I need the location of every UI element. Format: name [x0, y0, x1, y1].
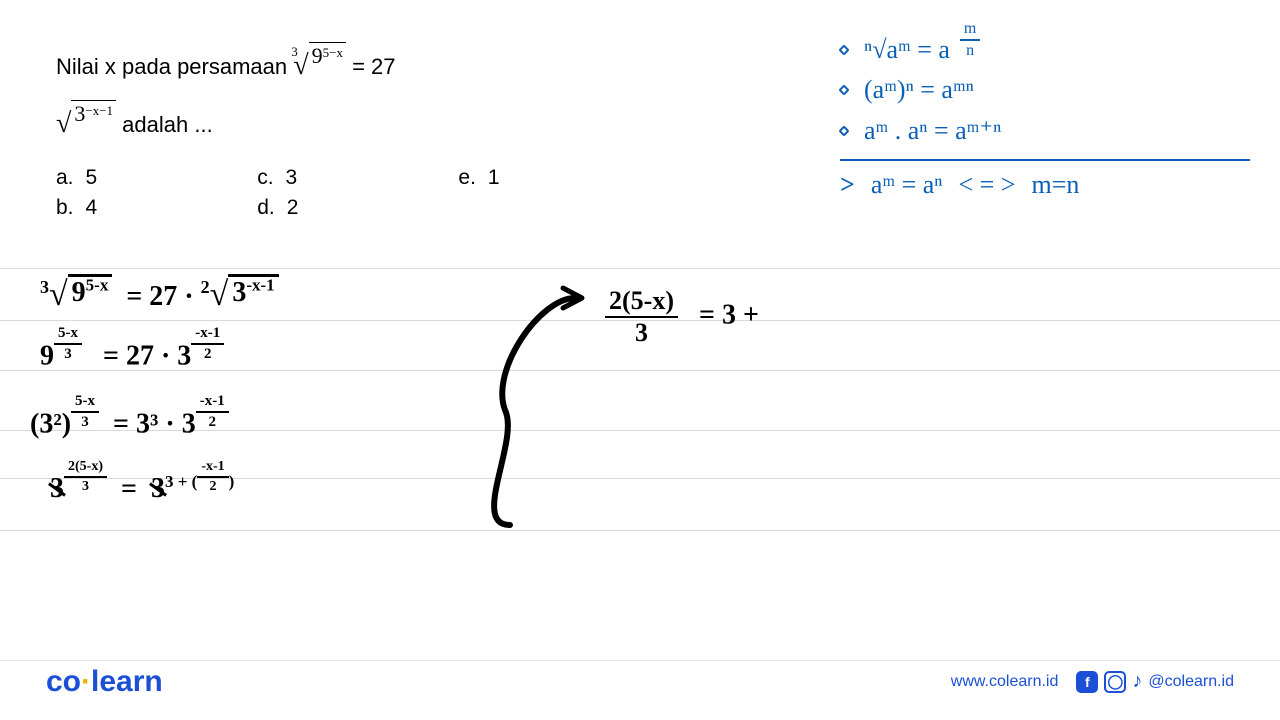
rule-1: ⁿ√aᵐ = a m n [840, 30, 1250, 70]
problem-line-2: √3−x−1 adalah ... [56, 108, 816, 140]
bullet-icon [838, 44, 849, 55]
problem-eq-rhs: = 27 [352, 54, 395, 79]
work-line-1: 3√95-x = 27 · 2√3-x-1 [40, 276, 279, 314]
exponent-rules: ⁿ√aᵐ = a m n (aᵐ)ⁿ = aᵐⁿ aᵐ . aⁿ = aᵐ⁺ⁿ … [840, 30, 1250, 205]
social-block: f ◯ ♪ @colearn.id [1076, 670, 1234, 693]
option-d: d.2 [257, 196, 298, 220]
curly-arrow [460, 280, 600, 540]
instagram-icon: ◯ [1104, 671, 1126, 693]
work-line-3: (3²)5-x3 = 3³ · 3-x-12 [30, 408, 229, 444]
option-c: c.3 [257, 166, 298, 190]
work-line-2: 95-x3 = 27 · 3-x-12 [40, 340, 224, 376]
brand-logo: co·learn [46, 665, 163, 699]
option-b: b.4 [56, 196, 97, 220]
bullet-icon [838, 85, 849, 96]
derived-equation: 2(5-x) 3 = 3 + [605, 288, 759, 346]
rule-2: (aᵐ)ⁿ = aᵐⁿ [840, 70, 1250, 110]
option-a: a.5 [56, 166, 97, 190]
work-line-4: 32(5-x)3 = 33 + (-x-12) [50, 472, 234, 508]
problem-block: Nilai x pada persamaan 3 √95−x = 27 √3−x… [56, 50, 816, 220]
options: a.5 b.4 c.3 d.2 e.1 [56, 166, 816, 220]
footer-right: www.colearn.id f ◯ ♪ @colearn.id [951, 670, 1234, 693]
rule-3: aᵐ . aⁿ = aᵐ⁺ⁿ [840, 111, 1250, 151]
problem-line-1: Nilai x pada persamaan 3 √95−x = 27 [56, 50, 816, 82]
rules-divider [840, 159, 1250, 161]
sqrt-term: √3−x−1 [56, 108, 116, 140]
footer-url: www.colearn.id [951, 673, 1059, 691]
option-e: e.1 [458, 166, 499, 190]
problem-prefix: Nilai x pada persamaan [56, 54, 293, 79]
social-handle: @colearn.id [1148, 673, 1234, 691]
problem-suffix: adalah ... [122, 112, 213, 137]
footer: co·learn www.colearn.id f ◯ ♪ @colearn.i… [0, 660, 1280, 702]
cuberoot-expr: 3 √95−x [293, 50, 346, 82]
rule-4: > aᵐ = aⁿ < = > m=n [840, 165, 1250, 205]
tiktok-icon: ♪ [1132, 670, 1142, 693]
facebook-icon: f [1076, 671, 1098, 693]
bullet-icon [838, 125, 849, 136]
